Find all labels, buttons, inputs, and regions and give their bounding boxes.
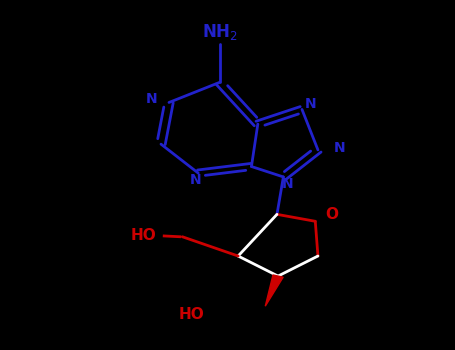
Text: HO: HO — [179, 307, 205, 322]
Text: N: N — [305, 97, 316, 111]
Text: N: N — [146, 92, 157, 106]
Text: HO: HO — [131, 229, 157, 244]
Text: N: N — [190, 173, 202, 187]
Text: O: O — [325, 207, 338, 222]
Text: NH$_2$: NH$_2$ — [202, 22, 238, 42]
Polygon shape — [265, 275, 283, 306]
Text: N: N — [334, 141, 345, 155]
Text: N: N — [282, 177, 293, 191]
